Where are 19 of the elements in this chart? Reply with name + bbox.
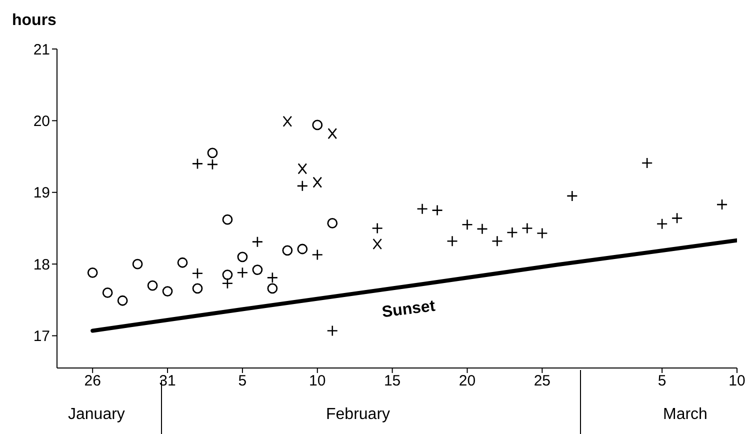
y-tick-label: 20 bbox=[33, 113, 50, 130]
y-tick-label: 19 bbox=[33, 184, 50, 202]
y-axis-title: hours bbox=[12, 12, 56, 30]
x-tick-label: 5 bbox=[658, 372, 666, 390]
annotation: Sunset bbox=[381, 298, 436, 322]
text: January bbox=[68, 406, 125, 424]
x-tick-label: 10 bbox=[728, 372, 746, 390]
x-tick-label: 15 bbox=[384, 372, 401, 390]
y-tick-label: 18 bbox=[33, 256, 50, 274]
y-tick-label: 17 bbox=[33, 328, 50, 346]
x-tick-label: 26 bbox=[84, 372, 101, 390]
x-tick-label: 10 bbox=[309, 372, 326, 390]
x-tick-label: 25 bbox=[534, 372, 551, 390]
text: February bbox=[326, 406, 390, 424]
y-tick-label: 21 bbox=[33, 41, 50, 58]
text: March bbox=[663, 406, 708, 424]
x-tick-label: 5 bbox=[238, 372, 247, 390]
x-tick-label: 31 bbox=[159, 372, 176, 390]
x-tick-label: 20 bbox=[458, 372, 476, 390]
